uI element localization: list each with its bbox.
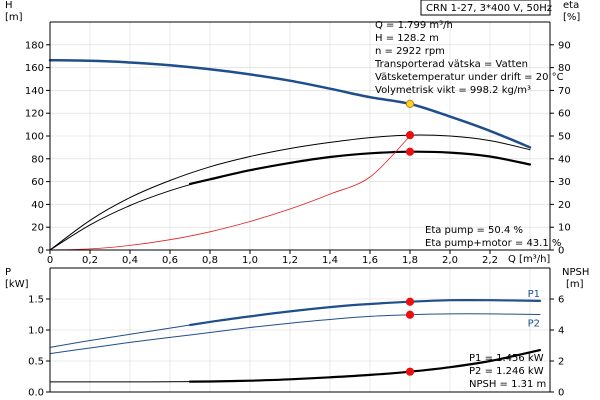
operating-point-marker — [405, 310, 415, 319]
info-line-speed: n = 2922 rpm — [375, 46, 445, 57]
info-line-temperature: Vätsketemperatur under drift = 20 °C — [375, 72, 564, 83]
p1-result-text: P1 = 1.456 kW — [469, 353, 544, 364]
x-tick-label: 0 — [47, 255, 53, 266]
y-left-tick-label: 100 — [25, 132, 44, 143]
lower-right-axis-label-unit: [m] — [566, 279, 584, 290]
y-right-tick-label: 60 — [558, 109, 571, 120]
y-right-tick-label: 6 — [558, 295, 564, 306]
upper-axes-labels: 0 0,2 0,4 0,6 0,8 1,0 1,2 1,4 1,6 1,8 2,0 2,2 0 20 40 6… — [25, 40, 571, 266]
y-right-tick-label: 30 — [558, 177, 571, 188]
y-right-tick-label: 4 — [558, 326, 564, 337]
eta-pump-motor-text: Eta pump+motor = 43.1 % — [425, 238, 561, 249]
y-left-tick-label: 140 — [25, 86, 44, 97]
series-label-p1: P1 — [528, 289, 540, 300]
lower-right-axis-label-name: NPSH — [562, 267, 589, 278]
series-line-0-1 — [49, 134, 531, 251]
operating-point-marker — [405, 367, 415, 376]
p2-result-text: P2 = 1.246 kW — [469, 366, 544, 377]
y-left-tick-label: 120 — [25, 109, 44, 120]
x-tick-label: 1,0 — [242, 255, 258, 266]
x-tick-label: 0,2 — [82, 255, 98, 266]
x-tick-label: 0,8 — [202, 255, 218, 266]
chart-title: CRN 1-27, 3*400 V, 50Hz — [426, 3, 552, 14]
lower-series-group: P1 P2 — [49, 289, 542, 383]
operating-point-marker — [405, 147, 415, 156]
x-tick-label: 1,2 — [282, 255, 298, 266]
power-npsh-info: P1 = 1.456 kW P2 = 1.246 kW NPSH = 1.31 … — [469, 353, 546, 390]
y-right-tick-label: 2 — [558, 357, 564, 368]
eta-pump-text: Eta pump = 50.4 % — [425, 225, 523, 236]
y-left-tick-label: 0 — [38, 246, 44, 257]
x-tick-label: 0,4 — [122, 255, 138, 266]
y-left-tick-label: 0.0 — [28, 388, 44, 399]
y-right-tick-label: 70 — [558, 86, 571, 97]
x-axis-label: Q [m³/h] — [508, 254, 550, 265]
upper-left-axis-label-name: H — [5, 0, 13, 11]
series-line-1-2 — [49, 313, 541, 355]
x-tick-label: 1,6 — [362, 255, 378, 266]
npsh-result-text: NPSH = 1.31 m — [469, 379, 546, 390]
series-line-0-0 — [48, 58, 532, 149]
lower-left-axis-label-name: P — [5, 267, 11, 278]
x-tick-label: 1,8 — [402, 255, 418, 266]
series-label-p2: P2 — [528, 319, 540, 330]
x-tick-label: 2,0 — [442, 255, 458, 266]
efficiency-info: Eta pump = 50.4 % Eta pump+motor = 43.1 … — [425, 225, 561, 249]
info-line-flow: Q = 1.799 m³/h — [375, 20, 453, 31]
y-right-tick-label: 90 — [558, 40, 571, 51]
x-tick-label: 1,4 — [322, 255, 338, 266]
y-right-tick-label: 0 — [558, 246, 564, 257]
series-line-1-3 — [49, 349, 541, 383]
y-right-tick-label: 10 — [558, 223, 571, 234]
upper-left-axis-label-unit: [m] — [5, 12, 23, 23]
y-left-tick-label: 60 — [31, 177, 44, 188]
y-left-tick-label: 0.5 — [28, 357, 44, 368]
operating-point-marker — [405, 99, 415, 108]
y-left-tick-label: 80 — [31, 154, 44, 165]
info-line-head: H = 128.2 m — [375, 33, 439, 44]
upper-right-axis-label-unit: [%] — [563, 12, 580, 23]
y-right-tick-label: 0 — [558, 388, 564, 399]
y-left-tick-label: 40 — [31, 200, 44, 211]
upper-right-axis-label-name: eta — [563, 0, 579, 11]
operating-point-marker — [405, 130, 415, 140]
series-line-0-3 — [188, 150, 532, 185]
y-left-tick-label: 160 — [25, 63, 44, 74]
info-line-liquid: Transporterad vätska = Vatten — [374, 59, 528, 70]
operating-point-marker — [405, 297, 415, 306]
y-right-tick-label: 80 — [558, 63, 571, 74]
info-line-density: Volymetrisk vikt = 998.2 kg/m³ — [375, 85, 531, 96]
y-left-tick-label: 1.0 — [28, 326, 44, 337]
lower-axes-labels: 0.0 0.5 1.0 1.5 0 2 4 6 — [28, 295, 564, 399]
series-line-1-0 — [49, 299, 541, 348]
upper-grid — [49, 22, 550, 251]
series-line-1-4 — [188, 349, 542, 383]
y-right-tick-label: 40 — [558, 154, 571, 165]
upper-series-group — [48, 58, 532, 251]
title-box — [420, 0, 551, 16]
y-right-tick-label: 20 — [558, 200, 571, 211]
y-left-tick-label: 20 — [31, 223, 44, 234]
series-line-0-4 — [49, 135, 411, 251]
series-line-1-1 — [188, 298, 542, 327]
x-tick-label: 0,6 — [162, 255, 178, 266]
lower-left-axis-label-unit: [kW] — [5, 279, 29, 290]
x-tick-label: 2,2 — [482, 255, 498, 266]
y-left-tick-label: 180 — [25, 40, 44, 51]
y-left-tick-label: 1.5 — [28, 295, 44, 306]
operating-point-info: Q = 1.799 m³/h H = 128.2 m n = 2922 rpm … — [374, 20, 564, 96]
y-right-tick-label: 50 — [558, 132, 571, 143]
